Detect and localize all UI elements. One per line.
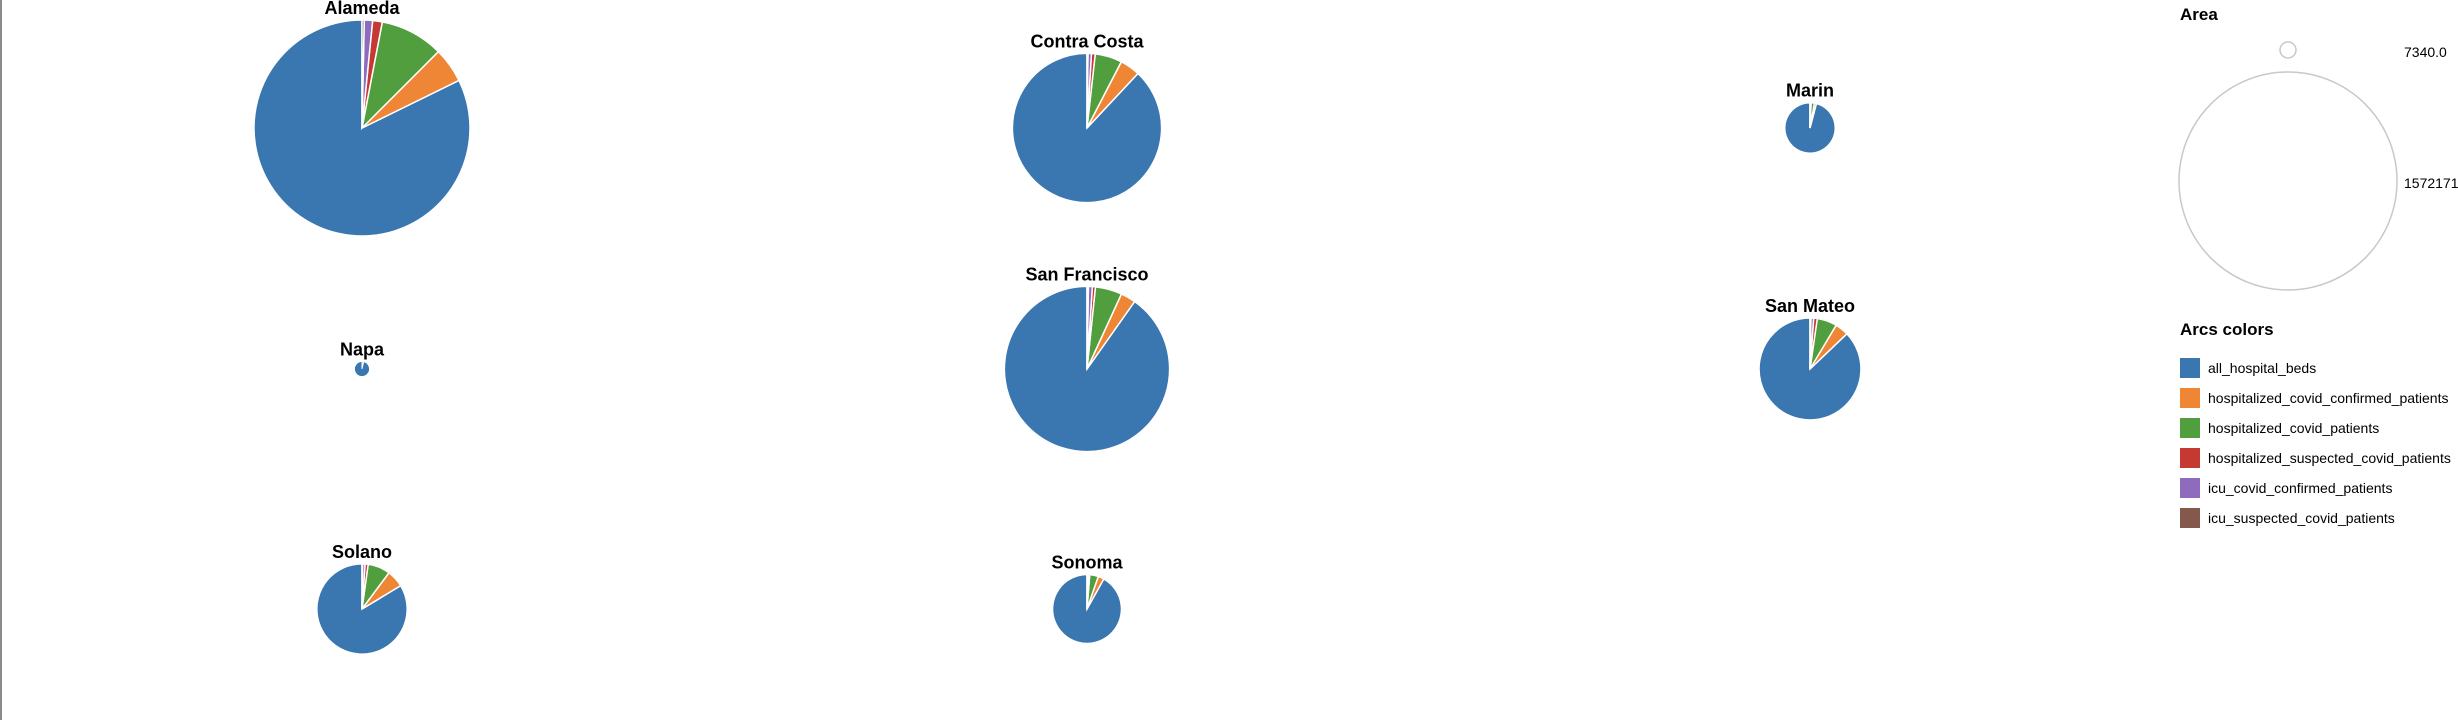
legend-swatch <box>2180 388 2200 408</box>
pie-title: Napa <box>340 340 385 360</box>
legend-swatch <box>2180 418 2200 438</box>
area-legend-max-label: 1572171 <box>2404 175 2458 191</box>
pie-alameda: Alameda <box>253 0 471 237</box>
legend-label: hospitalized_covid_confirmed_patients <box>2208 390 2448 406</box>
legend-item-hospitalized-covid-confirmed-patients: hospitalized_covid_confirmed_patients <box>2180 388 2448 408</box>
legend-swatch <box>2180 478 2200 498</box>
legend-label: all_hospital_beds <box>2208 360 2316 376</box>
legend-swatch <box>2180 358 2200 378</box>
legend-label: hospitalized_covid_patients <box>2208 420 2379 436</box>
pie-title: Solano <box>332 542 392 562</box>
pie-slice-icu-suspected-covid-patients <box>1086 285 1090 370</box>
pie-solano: Solano <box>316 542 408 655</box>
pie-contra-costa: Contra Costa <box>1011 31 1163 204</box>
pie-slice-icu-suspected-covid-patients <box>361 19 365 129</box>
pie-marin: Marin <box>1784 81 1837 154</box>
legend-item-icu-covid-confirmed-patients: icu_covid_confirmed_patients <box>2180 478 2392 498</box>
pie-title: Contra Costa <box>1030 31 1144 51</box>
pie-san-francisco: San Francisco <box>1003 264 1171 453</box>
left-border <box>0 0 2 720</box>
pie-napa: Napa <box>340 340 385 377</box>
pie-sonoma: Sonoma <box>1051 553 1123 645</box>
pie-title: Alameda <box>324 0 400 18</box>
legend-swatch <box>2180 448 2200 468</box>
pie-title: Marin <box>1786 81 1834 101</box>
area-legend-title: Area <box>2180 5 2218 24</box>
color-legend-items: all_hospital_beds hospitalized_covid_conf… <box>2180 358 2451 528</box>
legend: Area 7340.0 1572171 Arcs colors all_hosp… <box>2178 5 2458 528</box>
pie-title: Sonoma <box>1051 553 1123 573</box>
area-legend-min-circle <box>2279 41 2297 59</box>
pies-layer: Alameda Contra Costa Marin Napa San Francisc… <box>253 0 1862 655</box>
legend-label: hospitalized_suspected_covid_patients <box>2208 450 2451 466</box>
legend-item-hospitalized-covid-patients: hospitalized_covid_patients <box>2180 418 2379 438</box>
pie-title: San Francisco <box>1025 264 1148 284</box>
legend-swatch <box>2180 508 2200 528</box>
legend-label: icu_suspected_covid_patients <box>2208 510 2395 526</box>
legend-item-hospitalized-suspected-covid-patients: hospitalized_suspected_covid_patients <box>2180 448 2451 468</box>
area-legend-min-label: 7340.0 <box>2404 44 2447 60</box>
legend-label: icu_covid_confirmed_patients <box>2208 480 2392 496</box>
legend-item-all-hospital-beds: all_hospital_beds <box>2180 358 2316 378</box>
colors-legend-title: Arcs colors <box>2180 320 2274 339</box>
area-legend-max-circle <box>2178 71 2398 291</box>
legend-item-icu-suspected-covid-patients: icu_suspected_covid_patients <box>2180 508 2395 528</box>
pie-slice-icu-suspected-covid-patients <box>361 563 364 610</box>
pie-slice-icu-suspected-covid-patients <box>1086 52 1089 129</box>
pie-title: San Mateo <box>1765 296 1855 316</box>
pie-san-mateo: San Mateo <box>1758 296 1862 421</box>
pie-slice-icu-suspected-covid-patients <box>1809 317 1812 370</box>
